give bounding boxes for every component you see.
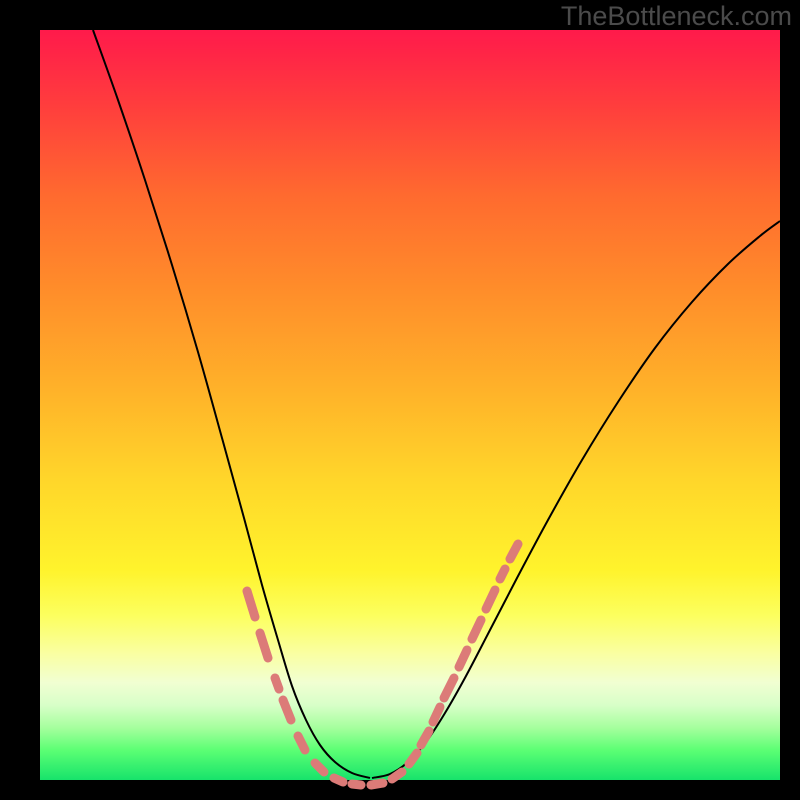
overlay-svg — [0, 0, 800, 800]
necklace-bead — [298, 736, 305, 750]
necklace-bead — [334, 778, 343, 782]
necklace-bead — [275, 678, 279, 689]
chart-frame: TheBottleneck.com — [0, 0, 800, 800]
watermark-text: TheBottleneck.com — [561, 1, 792, 32]
gradient-rect — [40, 30, 780, 780]
necklace-bead — [315, 763, 324, 772]
necklace-bead — [371, 783, 383, 785]
necklace-bead — [392, 772, 402, 779]
necklace-bead — [433, 707, 440, 722]
necklace-bead — [352, 784, 361, 785]
necklace-bead — [500, 569, 505, 579]
